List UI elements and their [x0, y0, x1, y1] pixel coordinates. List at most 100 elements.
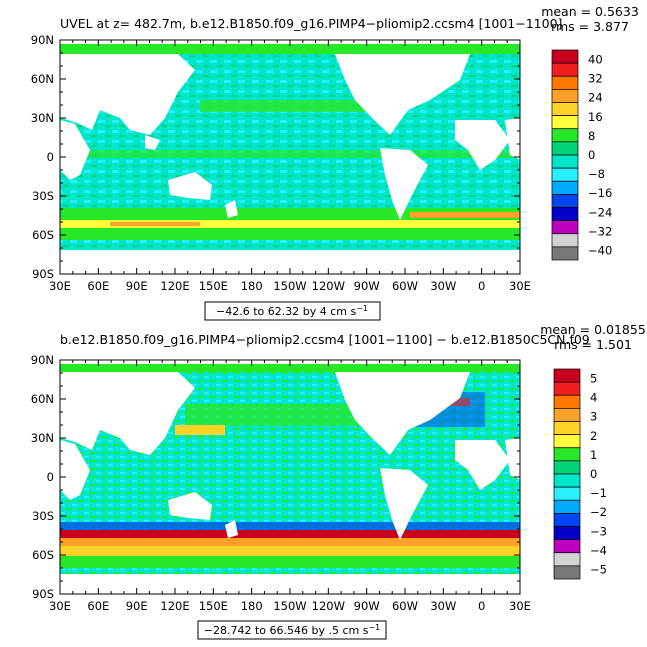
north-pacific-band	[200, 100, 370, 112]
southern-band-2	[60, 530, 520, 538]
x-tick-label: 90W	[354, 599, 380, 613]
panel-2-range-box: −28.742 to 66.546 by .5 cm s−1	[197, 620, 387, 640]
colorbar-swatch	[553, 486, 581, 501]
panel-2-mean: mean = 0.01855	[540, 322, 646, 337]
colorbar-swatch	[553, 565, 581, 580]
x-tick-label: 150W	[273, 599, 306, 613]
colorbar-label: −1	[590, 486, 607, 500]
southern-band-5	[60, 556, 520, 568]
panel-2-plot: 30E 60E 90E 120E 150E 180 150W 120W 90W 60W 30W 0 30…	[31, 353, 531, 613]
kuroshio-band	[175, 425, 225, 435]
x-tick-label: 180	[241, 279, 263, 293]
southern-band-4	[410, 212, 520, 218]
panel-1-range-box: −42.6 to 62.32 by 4 cm s−1	[204, 301, 381, 321]
colorbar-label: −32	[588, 224, 612, 238]
southern-band-4	[60, 546, 520, 556]
colorbar-label: 0	[590, 467, 597, 481]
colorbar-label: 16	[588, 110, 603, 124]
y-tick-label: 0	[47, 150, 54, 164]
colorbar-swatch	[553, 473, 581, 488]
colorbar-label: 24	[588, 91, 603, 105]
x-tick-label: 90E	[126, 599, 148, 613]
x-tick-label: 150E	[199, 279, 228, 293]
x-tick-label: 120W	[312, 279, 345, 293]
colorbar-swatch	[553, 499, 581, 514]
x-tick-label: 30W	[430, 599, 456, 613]
y-tick-label: 90N	[31, 353, 54, 367]
colorbar-label: 8	[588, 129, 595, 143]
y-tick-label: 60S	[32, 228, 54, 242]
x-tick-label: 30E	[49, 279, 71, 293]
panel-2-y-ticks: 90N 60N 30N 0 30S 60S 90S	[31, 353, 520, 601]
colorbar-swatch	[551, 102, 579, 116]
y-tick-label: 90S	[32, 587, 54, 601]
x-tick-label: 120W	[312, 599, 345, 613]
colorbar-label: 1	[590, 448, 597, 462]
colorbar-label: −8	[588, 167, 605, 181]
colorbar-swatch	[553, 552, 581, 567]
colorbar-label: −4	[590, 543, 607, 557]
colorbar-swatch	[553, 513, 581, 527]
x-tick-label: 0	[478, 599, 485, 613]
y-tick-label: 30S	[32, 189, 54, 203]
y-tick-label: 60N	[31, 392, 54, 406]
colorbar-label: 32	[588, 72, 603, 86]
y-tick-label: 30N	[31, 431, 54, 445]
y-tick-label: 30N	[31, 111, 54, 125]
panel-1-colorbar: 40 32 24 16 8 0 −8 −16 −24 −32 −40	[551, 49, 612, 261]
southern-band-3	[110, 222, 200, 226]
colorbar-label: −2	[590, 505, 607, 519]
panel-1-range-label: −42.6 to 62.32 by 4 cm s−1	[216, 304, 368, 318]
colorbar-swatch	[553, 539, 581, 554]
colorbar-swatch	[553, 394, 581, 409]
panel-1: UVEL at z= 482.7m, b.e12.B1850.f09_g16.P…	[31, 4, 639, 321]
x-tick-label: 120E	[160, 279, 189, 293]
colorbar-swatch	[551, 62, 579, 77]
colorbar-swatch	[553, 368, 581, 383]
colorbar-swatch	[551, 180, 579, 195]
x-tick-label: 30E	[509, 279, 531, 293]
colorbar-label: −24	[588, 205, 612, 219]
colorbar-swatch	[553, 447, 581, 462]
panel-1-rms: rms = 3.877	[551, 19, 629, 34]
colorbar-swatch	[551, 246, 579, 261]
colorbar-swatch	[553, 408, 581, 422]
colorbar-swatch	[551, 194, 579, 208]
y-tick-label: 60S	[32, 548, 54, 562]
colorbar-swatch	[553, 434, 581, 449]
colorbar-label: 40	[588, 53, 603, 67]
colorbar-swatch	[553, 381, 581, 396]
panel-2-title: b.e12.B1850.f09_g16.PIMP4−pliomip2.ccsm4…	[60, 332, 590, 347]
colorbar-swatch	[551, 233, 579, 248]
x-tick-label: 150E	[199, 599, 228, 613]
x-tick-label: 60W	[392, 599, 418, 613]
x-tick-label: 60E	[87, 599, 109, 613]
colorbar-swatch	[551, 128, 579, 143]
southern-band-1	[60, 208, 520, 220]
colorbar-swatch	[553, 421, 581, 435]
panel-1-x-ticks: 30E 60E 90E 120E 150E 180 150W 120W 90W 60W 30W 0 30…	[49, 40, 531, 293]
colorbar-swatch	[551, 167, 579, 182]
colorbar-label: −5	[590, 562, 607, 576]
colorbar-label: −16	[588, 186, 612, 200]
arctic-band	[60, 364, 520, 372]
southern-band-2	[60, 220, 520, 228]
colorbar-label: −40	[588, 243, 612, 257]
colorbar-label: 5	[590, 372, 597, 386]
arctic-band	[60, 44, 520, 54]
southern-band-1	[60, 522, 520, 530]
colorbar-swatch	[551, 141, 579, 156]
x-tick-label: 0	[478, 279, 485, 293]
colorbar-swatch	[551, 115, 579, 130]
southern-band-3	[60, 538, 520, 546]
colorbar-label: 4	[590, 391, 597, 405]
colorbar-swatch	[551, 207, 579, 221]
panel-1-title: UVEL at z= 482.7m, b.e12.B1850.f09_g16.P…	[60, 16, 562, 31]
y-tick-label: 60N	[31, 72, 54, 86]
colorbar-label: 3	[590, 410, 597, 424]
colorbar-swatch	[553, 460, 581, 475]
colorbar-label: 0	[588, 148, 595, 162]
x-tick-label: 60E	[87, 279, 109, 293]
colorbar-swatch	[551, 89, 579, 103]
